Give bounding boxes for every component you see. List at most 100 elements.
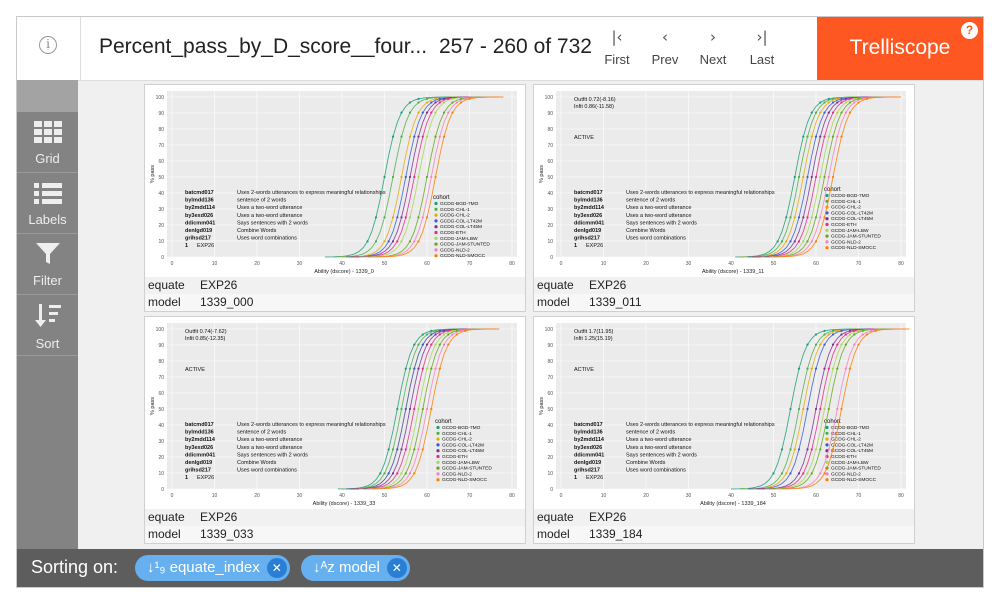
- series-point: [831, 329, 835, 332]
- item-description: Uses 2-words utterances to express meani…: [626, 190, 775, 196]
- legend-entry: GCDG-COL-LT42M: [442, 442, 484, 448]
- sidebar: Grid Labels Filter Sort: [17, 80, 78, 549]
- next-page-button[interactable]: › Next: [688, 27, 738, 75]
- sidebar-item-labels[interactable]: Labels: [17, 173, 78, 234]
- legend-swatch: [825, 246, 829, 250]
- legend-swatch: [434, 242, 438, 246]
- series-point: [785, 216, 788, 219]
- legend-title: cohort: [824, 419, 841, 425]
- cog-value: 1339_184: [589, 527, 643, 541]
- series-point: [840, 343, 843, 346]
- series-point: [434, 111, 437, 114]
- series-point: [408, 175, 412, 179]
- y-tick-label: 0: [161, 255, 164, 261]
- prev-page-icon: ‹: [662, 28, 668, 46]
- panel[interactable]: 0 10 20 30 40 50 60 70 80 90 100 0 10 20 30 40 50 60 70 80 A…: [144, 316, 526, 544]
- panel[interactable]: 0 10 20 30 40 50 60 70 80 90 100 0 10 20 30 40 50 60 70 80 A…: [533, 316, 915, 544]
- series-point: [400, 175, 403, 179]
- filter-icon: [35, 243, 60, 264]
- series-point: [430, 333, 433, 336]
- series-point: [836, 97, 839, 100]
- series-point: [827, 175, 830, 179]
- item-description: Combine Words: [626, 460, 666, 466]
- close-icon[interactable]: ✕: [386, 558, 407, 578]
- legend-swatch: [825, 431, 829, 435]
- y-tick-label: 70: [547, 143, 553, 149]
- series-point: [425, 135, 429, 138]
- item-description: sentence of 2 words: [237, 430, 286, 436]
- x-tick-label: 70: [856, 493, 862, 499]
- series-point: [374, 216, 378, 219]
- series-point: [814, 407, 818, 411]
- series-point: [447, 343, 450, 346]
- item-code: batcmd017: [574, 422, 603, 428]
- series-line: [769, 328, 897, 490]
- sort-chip-model[interactable]: ↓ᴬz model ✕: [301, 555, 410, 581]
- legend-entry: GCDG-CHL-2: [831, 437, 861, 443]
- y-axis-label: % pass: [150, 165, 156, 183]
- active-label: ACTIVE: [574, 135, 594, 141]
- series-point: [442, 135, 446, 138]
- legend-swatch: [434, 225, 438, 229]
- info-icon[interactable]: i: [39, 36, 57, 54]
- series-point: [806, 407, 809, 411]
- series-point: [848, 97, 852, 100]
- legend-entry: GCDG-CHL-1: [831, 431, 861, 437]
- y-tick-label: 90: [547, 111, 553, 117]
- close-icon[interactable]: ✕: [266, 558, 287, 578]
- series-point: [797, 407, 801, 411]
- series-point: [417, 135, 420, 138]
- legend-swatch: [436, 460, 440, 464]
- series-point: [819, 407, 822, 411]
- series-point: [823, 216, 826, 219]
- y-tick-label: 100: [545, 95, 554, 101]
- first-page-button[interactable]: |‹ First: [592, 27, 642, 75]
- legend-entry: GCDG-JAM-STUNTED: [831, 466, 881, 472]
- series-point: [836, 329, 839, 332]
- legend-entry: GCDG-NLD-2: [442, 471, 472, 477]
- x-tick-label: 80: [898, 493, 904, 499]
- y-tick-label: 20: [547, 223, 553, 229]
- series-point: [404, 472, 407, 475]
- series-point: [844, 97, 847, 100]
- x-axis-label: Ability (dscore) - 1339_0: [314, 269, 374, 275]
- panel[interactable]: 0 10 20 30 40 50 60 70 80 90 100 0 10 20 30 40 50 60 70 80 A…: [144, 84, 526, 312]
- legend-entry: GCDG-NLD-2: [831, 471, 861, 477]
- cog-label: model: [537, 295, 570, 309]
- series-point: [417, 111, 420, 114]
- series-point: [823, 367, 826, 370]
- item-description: Uses 2-words utterances to express meani…: [237, 190, 386, 196]
- series-point: [797, 240, 801, 243]
- series-line: [371, 328, 500, 490]
- series-line: [773, 96, 901, 258]
- legend-entry: GCDG-NLD-SMOCC: [831, 477, 877, 483]
- prev-page-button[interactable]: ‹ Prev: [640, 27, 690, 75]
- x-tick-label: 10: [601, 493, 607, 499]
- cog-label: model: [148, 295, 181, 309]
- series-point: [383, 240, 386, 243]
- series-point: [853, 101, 856, 104]
- panel[interactable]: 0 10 20 30 40 50 60 70 80 90 100 0 10 20 30 40 50 60 70 80 A…: [533, 84, 915, 312]
- item-description: sentence of 2 words: [626, 198, 675, 204]
- help-icon[interactable]: ?: [961, 22, 978, 39]
- sidebar-item-grid[interactable]: Grid: [17, 112, 78, 173]
- series-point: [459, 329, 463, 332]
- last-page-button[interactable]: ›| Last: [737, 27, 787, 75]
- cog-value: EXP26: [200, 278, 238, 292]
- panel-plot: 0 10 20 30 40 50 60 70 80 90 100 0 10 20 30 40 50 60 70 80 A…: [539, 91, 906, 275]
- sort-chip-equate-index[interactable]: ↓¹₉ equate_index ✕: [135, 555, 290, 581]
- series-point: [366, 240, 369, 243]
- series-point: [442, 97, 446, 100]
- series-point: [806, 367, 809, 370]
- sidebar-item-filter[interactable]: Filter: [17, 234, 78, 295]
- series-point: [421, 448, 424, 451]
- sidebar-item-sort[interactable]: Sort: [17, 295, 78, 356]
- cog-label: model: [537, 527, 570, 541]
- series-point: [814, 216, 818, 219]
- x-tick-label: 0: [560, 261, 563, 267]
- series-point: [391, 175, 395, 179]
- cog-value: 1339_011: [589, 295, 642, 309]
- series-point: [844, 367, 847, 370]
- series-point: [827, 111, 830, 114]
- y-tick-label: 40: [158, 191, 164, 197]
